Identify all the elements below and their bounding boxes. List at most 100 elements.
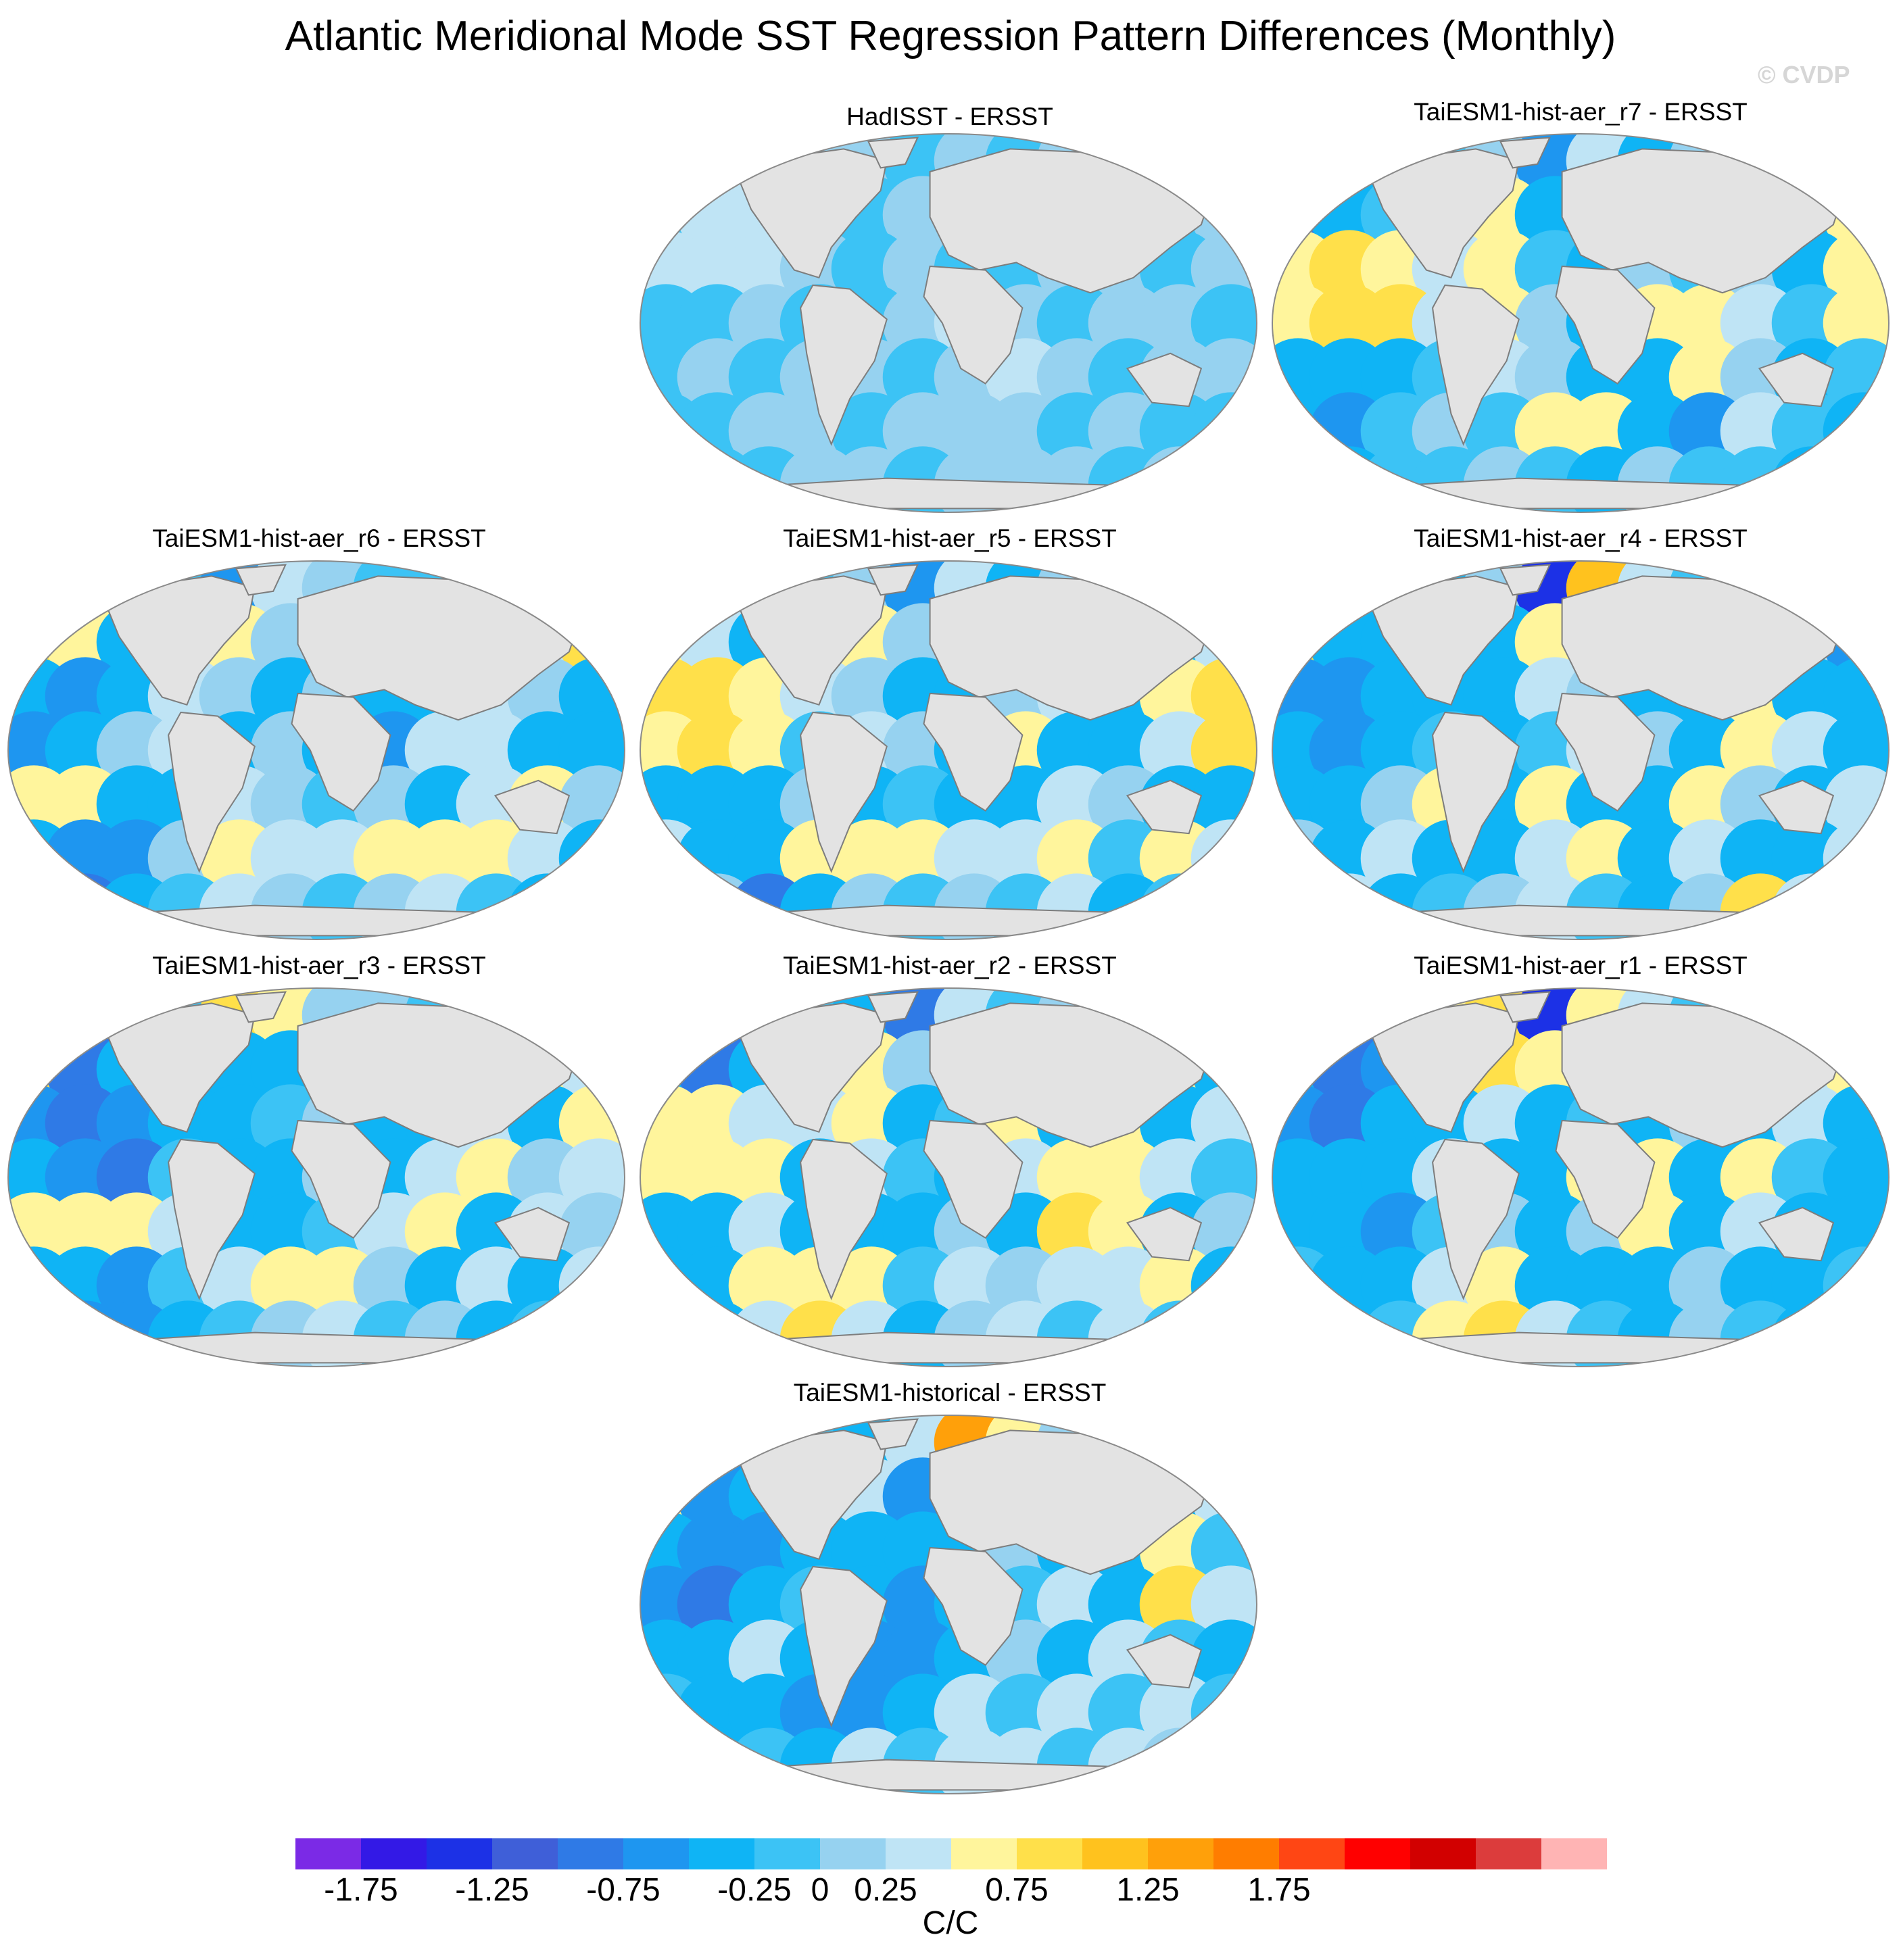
panel-title-r5: TaiESM1-hist-aer_r5 - ERSST — [783, 524, 1117, 552]
colorbar-segment — [623, 1838, 689, 1869]
land-mass — [1758, 352, 1835, 408]
land-mass — [105, 1002, 256, 1133]
land-mass — [1370, 575, 1520, 706]
land-mass — [867, 991, 919, 1023]
colorbar-segment — [1213, 1838, 1279, 1869]
land-mass — [1370, 148, 1520, 279]
land-mass — [1555, 265, 1656, 385]
land-mass — [1499, 991, 1551, 1023]
panel-title-r3: TaiESM1-hist-aer_r3 - ERSST — [152, 952, 486, 979]
land-mass — [923, 692, 1024, 812]
sst-anomaly-cell — [558, 711, 625, 789]
land-mass — [1126, 1634, 1203, 1689]
panel-title-r1: TaiESM1-hist-aer_r1 - ERSST — [1414, 952, 1748, 979]
sst-anomaly-cell — [1823, 711, 1889, 789]
land-mass — [738, 148, 888, 279]
land-mass — [1432, 1138, 1520, 1300]
map-border — [640, 1415, 1257, 1794]
colorbar-tick-label: -1.25 — [455, 1872, 529, 1908]
colorbar-tick-label: 0 — [811, 1872, 829, 1908]
land-mass — [1758, 779, 1835, 835]
colorbar-segment — [361, 1838, 427, 1869]
land-mass — [291, 1119, 391, 1239]
land-mass — [1432, 711, 1520, 873]
colorbar-segment — [558, 1838, 623, 1869]
colorbar-segment — [1017, 1838, 1082, 1869]
land-mass — [867, 137, 919, 169]
sst-anomaly-cell — [1823, 1138, 1889, 1217]
map-border — [640, 987, 1257, 1367]
map-border — [7, 987, 625, 1367]
colorbar-tick-label: 1.75 — [1247, 1872, 1310, 1908]
land-mass — [923, 265, 1024, 385]
land-mass — [1499, 137, 1551, 169]
map-border — [1272, 987, 1890, 1367]
colorbar-segment — [820, 1838, 886, 1869]
colorbar-segment — [1476, 1838, 1541, 1869]
colorbar-segment — [951, 1838, 1017, 1869]
land-mass — [1499, 564, 1551, 596]
sst-anomaly-cell — [1190, 711, 1257, 789]
colorbar-units-label: C/C — [922, 1905, 979, 1941]
land-mass — [1555, 692, 1656, 812]
map-border — [1272, 560, 1890, 940]
land-mass — [494, 779, 571, 835]
land-mass — [923, 1546, 1024, 1666]
land-mass — [1126, 352, 1203, 408]
colorbar-segment — [427, 1838, 492, 1869]
colorbar-segment — [1279, 1838, 1345, 1869]
land-mass — [800, 1138, 888, 1300]
land-mass — [494, 1206, 571, 1262]
map-border — [7, 560, 625, 940]
colorbar-tick-label: 1.25 — [1116, 1872, 1179, 1908]
land-mass — [291, 692, 391, 812]
map-border — [640, 560, 1257, 940]
land-mass — [1555, 1119, 1656, 1239]
land-mass — [800, 711, 888, 873]
map-border — [1272, 133, 1890, 513]
colorbar-segment — [1082, 1838, 1148, 1869]
land-mass — [738, 1429, 888, 1561]
land-mass — [1370, 1002, 1520, 1133]
land-mass — [800, 1565, 888, 1728]
land-mass — [867, 1418, 919, 1450]
sst-anomaly-cell — [1823, 284, 1889, 362]
colorbar-segment — [886, 1838, 951, 1869]
panel-title-hadisst: HadISST - ERSST — [846, 103, 1053, 130]
panel-title-r6: TaiESM1-hist-aer_r6 - ERSST — [152, 524, 486, 552]
sst-anomaly-cell — [1190, 1138, 1257, 1217]
land-mass — [105, 575, 256, 706]
colorbar-tick-label: -0.25 — [717, 1872, 791, 1908]
land-mass — [235, 991, 287, 1023]
colorbar-segment — [754, 1838, 820, 1869]
panel-title-r2: TaiESM1-hist-aer_r2 - ERSST — [783, 952, 1117, 979]
colorbar-tick-label: 0.25 — [854, 1872, 917, 1908]
land-mass — [738, 575, 888, 706]
colorbar-tick-label: -1.75 — [324, 1872, 398, 1908]
land-mass — [1126, 779, 1203, 835]
panel-title-r7: TaiESM1-hist-aer_r7 - ERSST — [1414, 98, 1748, 126]
map-border — [640, 133, 1257, 513]
figure-title: Atlantic Meridional Mode SST Regression … — [285, 13, 1616, 59]
colorbar-segment — [295, 1838, 361, 1869]
colorbar-tick-label: 0.75 — [985, 1872, 1048, 1908]
colorbar-tick-label: -0.75 — [586, 1872, 660, 1908]
sst-anomaly-cell — [558, 1138, 625, 1217]
land-mass — [738, 1002, 888, 1133]
land-mass — [800, 284, 888, 446]
panel-title-historical: TaiESM1-historical - ERSST — [793, 1379, 1107, 1406]
colorbar-segment — [1345, 1838, 1410, 1869]
land-mass — [168, 1138, 256, 1300]
land-mass — [235, 564, 287, 596]
sst-anomaly-cell — [1190, 284, 1257, 362]
cvdp-watermark: © CVDP — [1758, 61, 1850, 89]
land-mass — [1432, 284, 1520, 446]
land-mass — [867, 564, 919, 596]
colorbar-segment — [1148, 1838, 1213, 1869]
colorbar-segment — [1541, 1838, 1607, 1869]
land-mass — [923, 1119, 1024, 1239]
panel-title-r4: TaiESM1-hist-aer_r4 - ERSST — [1414, 524, 1748, 552]
land-mass — [1126, 1206, 1203, 1262]
sst-anomaly-cell — [1190, 1565, 1257, 1644]
